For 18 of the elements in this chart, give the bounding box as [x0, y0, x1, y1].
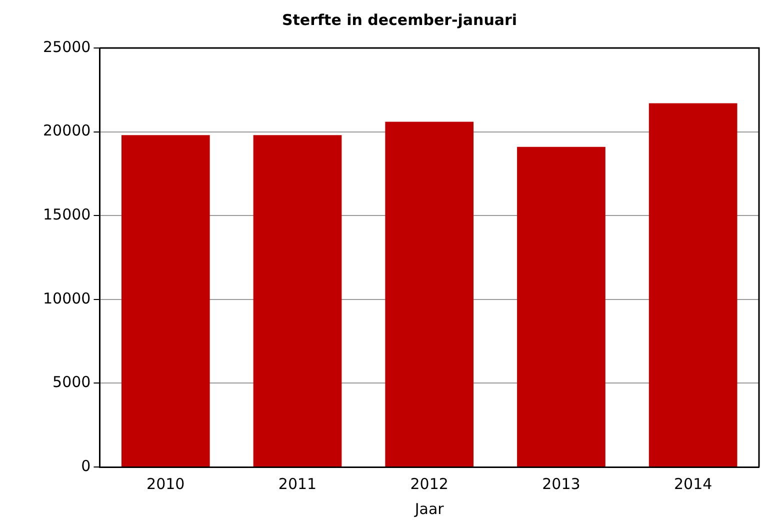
y-tick-label: 20000 [43, 122, 91, 140]
bar [648, 103, 738, 466]
x-tick-label: 2012 [410, 474, 448, 493]
bar [253, 135, 342, 466]
x-tick-label: 2011 [278, 474, 317, 493]
y-tick-label: 10000 [43, 289, 91, 308]
chart-title: Sterfte in december-januari [282, 10, 518, 29]
x-tick-label: 2010 [146, 474, 185, 493]
bar [121, 135, 210, 466]
x-axis-title: Jaar [414, 500, 445, 518]
y-tick-label: 15000 [43, 205, 91, 224]
y-tick-label: 25000 [43, 38, 91, 56]
y-tick-label: 0 [81, 456, 91, 475]
x-tick-label: 2014 [674, 474, 712, 493]
x-tick-label: 2013 [542, 474, 580, 493]
bar [385, 122, 474, 466]
y-tick-label: 5000 [52, 373, 91, 392]
bar [517, 146, 606, 466]
